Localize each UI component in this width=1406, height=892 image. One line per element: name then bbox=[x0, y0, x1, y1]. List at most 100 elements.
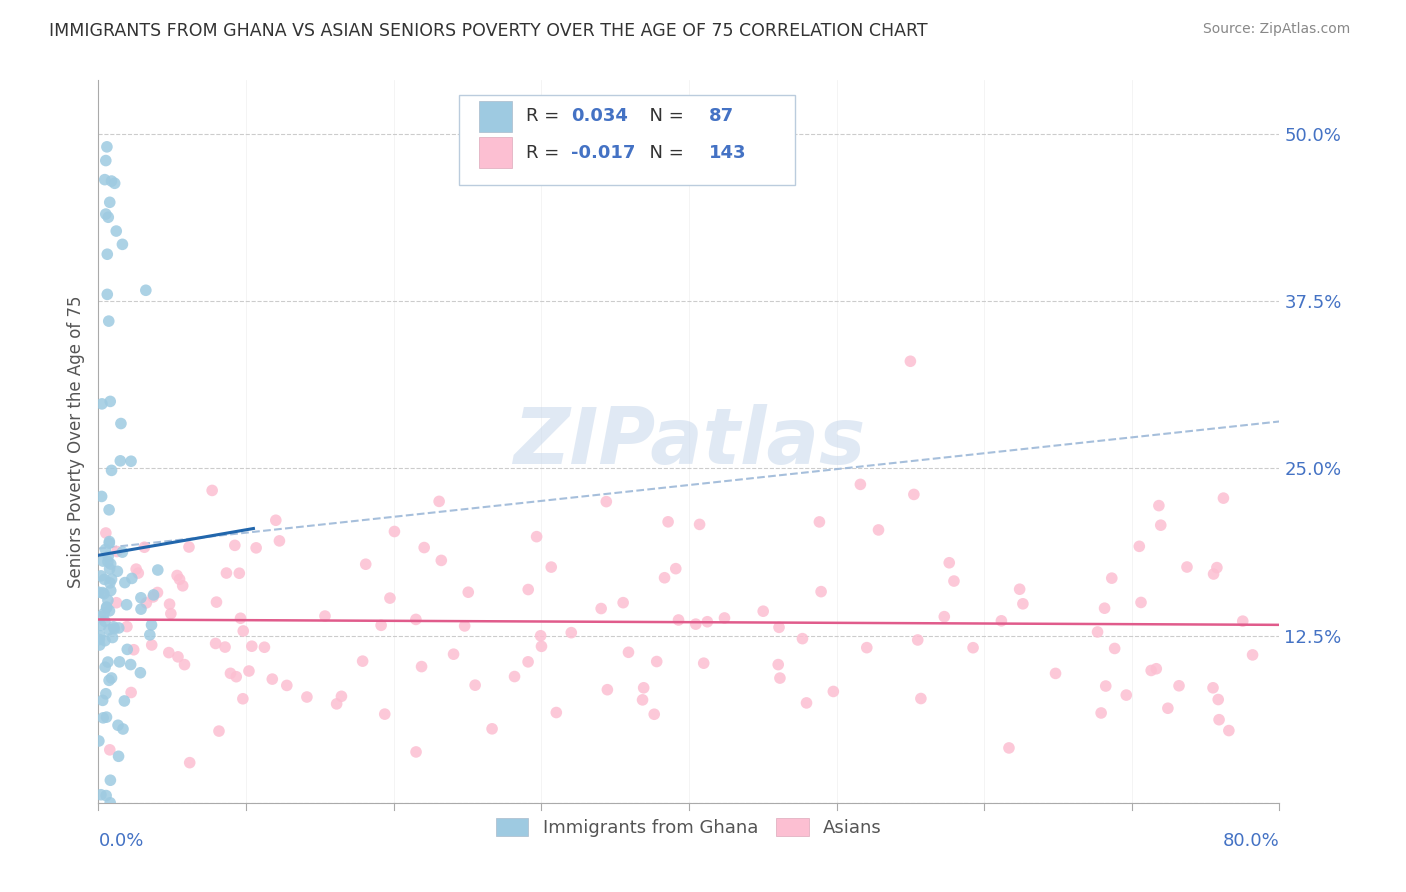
Point bbox=[97, 593, 120, 607]
Point bbox=[633, 681, 655, 695]
Point bbox=[105, 224, 128, 238]
Point bbox=[374, 707, 396, 722]
FancyBboxPatch shape bbox=[458, 95, 796, 185]
Point bbox=[120, 454, 142, 468]
Point bbox=[97, 314, 120, 328]
Point bbox=[97, 623, 120, 637]
Point bbox=[141, 618, 163, 632]
Point bbox=[453, 619, 475, 633]
Point bbox=[146, 585, 169, 599]
Point bbox=[105, 564, 128, 578]
Point bbox=[94, 615, 117, 629]
Point bbox=[1045, 666, 1067, 681]
Point bbox=[517, 582, 540, 597]
Point bbox=[115, 619, 138, 633]
Point bbox=[769, 671, 792, 685]
Point bbox=[631, 693, 654, 707]
Text: N =: N = bbox=[638, 144, 690, 161]
Point bbox=[540, 560, 562, 574]
Point bbox=[98, 575, 121, 590]
Point bbox=[1090, 706, 1112, 720]
Point bbox=[232, 691, 254, 706]
Point bbox=[97, 555, 120, 569]
Point bbox=[1144, 662, 1167, 676]
Point bbox=[103, 622, 125, 636]
Point bbox=[127, 566, 149, 580]
Point bbox=[94, 633, 117, 648]
Point bbox=[173, 657, 195, 672]
Point bbox=[530, 629, 553, 643]
Point bbox=[657, 515, 679, 529]
Point bbox=[245, 541, 267, 555]
Point bbox=[117, 642, 139, 657]
Point bbox=[96, 600, 118, 615]
Text: 0.034: 0.034 bbox=[571, 107, 627, 126]
Point bbox=[503, 669, 526, 683]
Point bbox=[90, 490, 112, 504]
Point bbox=[96, 710, 118, 724]
Point bbox=[1208, 713, 1230, 727]
Point bbox=[1087, 624, 1109, 639]
Point bbox=[560, 625, 582, 640]
Point bbox=[98, 796, 121, 810]
Point bbox=[204, 636, 226, 650]
Point bbox=[276, 678, 298, 692]
Point bbox=[90, 569, 112, 583]
Point bbox=[228, 566, 250, 581]
Point bbox=[1168, 679, 1191, 693]
Point bbox=[108, 655, 131, 669]
Point bbox=[100, 463, 122, 477]
Point bbox=[214, 640, 236, 654]
Legend: Immigrants from Ghana, Asians: Immigrants from Ghana, Asians bbox=[489, 811, 889, 845]
Point bbox=[685, 617, 707, 632]
Point bbox=[110, 417, 132, 431]
Point bbox=[96, 140, 118, 154]
Point bbox=[101, 631, 124, 645]
Point bbox=[796, 696, 818, 710]
Point bbox=[103, 620, 125, 634]
Point bbox=[105, 544, 128, 558]
Point bbox=[96, 247, 118, 261]
Point bbox=[998, 740, 1021, 755]
Point bbox=[427, 494, 450, 508]
Point bbox=[910, 691, 932, 706]
Point bbox=[129, 591, 152, 605]
Point bbox=[1212, 491, 1234, 505]
Point bbox=[169, 572, 191, 586]
Point bbox=[665, 562, 688, 576]
Point bbox=[457, 585, 479, 599]
Point bbox=[900, 354, 922, 368]
Point bbox=[166, 568, 188, 582]
Point bbox=[810, 584, 832, 599]
Point bbox=[134, 540, 156, 554]
Point bbox=[139, 628, 162, 642]
Point bbox=[141, 638, 163, 652]
Point bbox=[201, 483, 224, 498]
Point bbox=[122, 642, 145, 657]
Point bbox=[352, 654, 374, 668]
Point bbox=[98, 743, 121, 757]
Point bbox=[142, 588, 165, 602]
Point bbox=[1115, 688, 1137, 702]
Point bbox=[96, 600, 118, 615]
Point bbox=[160, 607, 183, 621]
Point bbox=[91, 397, 114, 411]
Point bbox=[177, 540, 200, 554]
Point bbox=[98, 562, 121, 576]
Point bbox=[120, 685, 142, 699]
Point bbox=[91, 554, 114, 568]
Point bbox=[98, 394, 121, 409]
Point bbox=[654, 571, 676, 585]
Point bbox=[990, 614, 1012, 628]
Point bbox=[89, 609, 111, 624]
Point bbox=[135, 596, 157, 610]
Text: R =: R = bbox=[526, 144, 565, 161]
Point bbox=[94, 153, 117, 168]
Point bbox=[121, 571, 143, 585]
Point bbox=[264, 513, 287, 527]
Point bbox=[111, 722, 134, 736]
Point bbox=[314, 609, 336, 624]
Point bbox=[1104, 641, 1126, 656]
Point bbox=[94, 687, 117, 701]
Point bbox=[125, 562, 148, 576]
